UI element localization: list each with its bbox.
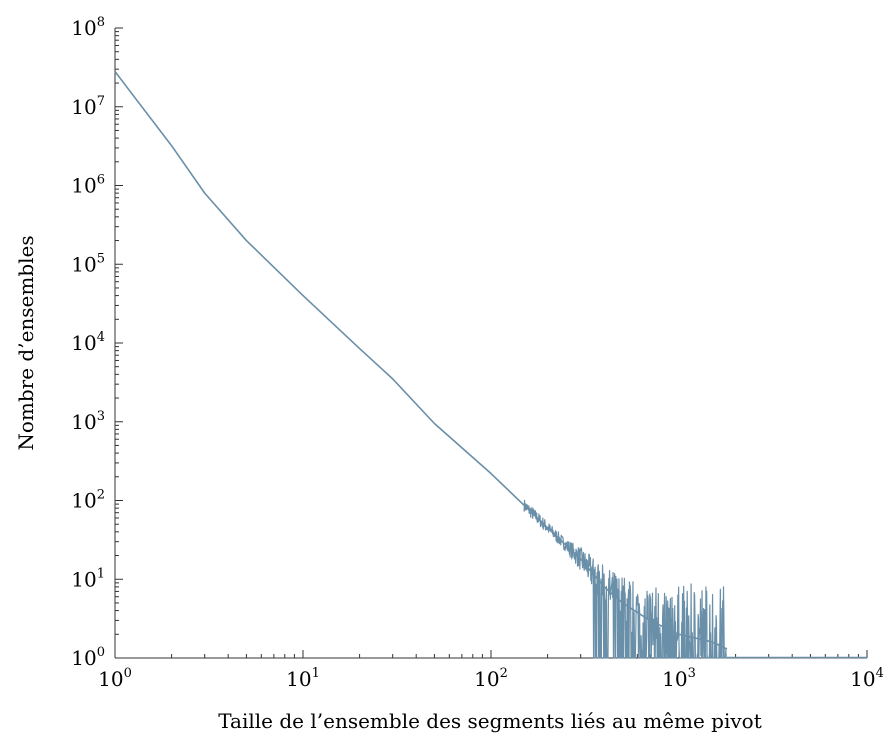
y-tick-labels: 100 101 102 103 104 105 106 107 108 (71, 15, 105, 670)
x-tick-label: 104 (850, 666, 884, 691)
y-tick-label: 103 (71, 409, 105, 434)
y-tick-label: 105 (71, 251, 105, 276)
x-tick-label: 100 (98, 666, 132, 691)
y-axis-ticks (115, 27, 123, 659)
y-tick-label: 101 (71, 566, 105, 591)
series-noise-tail (523, 499, 728, 659)
y-tick-label: 102 (71, 488, 105, 513)
series-line (114, 71, 728, 650)
x-tick-label: 101 (286, 666, 320, 691)
x-tick-label: 103 (662, 666, 696, 691)
y-tick-label: 100 (71, 645, 105, 670)
x-tick-label: 102 (474, 666, 508, 691)
y-tick-label: 108 (71, 15, 105, 40)
plot-frame (114, 28, 867, 659)
x-axis-label: Taille de l’ensemble des segments liés a… (218, 709, 761, 733)
y-tick-label: 106 (71, 173, 105, 198)
y-tick-label: 104 (71, 330, 105, 355)
x-tick-labels: 100 101 102 103 104 (98, 666, 884, 691)
y-axis-label: Nombre d’ensembles (14, 235, 38, 450)
y-tick-label: 107 (71, 94, 105, 119)
series-layer (114, 71, 867, 659)
